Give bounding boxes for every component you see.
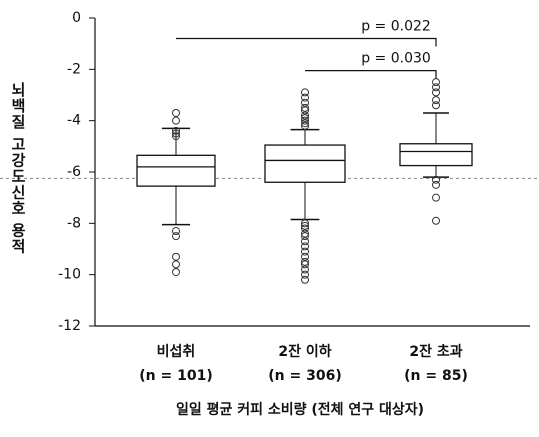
y-tick-label: -10 [58,267,81,283]
outlier [301,247,309,256]
outlier [172,126,180,135]
outlier [301,265,309,274]
outlier [301,260,309,269]
outlier [301,88,309,97]
outlier [432,216,440,225]
outlier [172,129,180,138]
x-tick-sublabel: (n = 101) [139,368,212,384]
x-tick-label: 비섭취 [157,344,196,360]
outlier [301,219,309,228]
outlier [432,180,440,189]
outlier [301,257,309,266]
x-tick-sublabel: (n = 306) [268,368,341,384]
outlier [301,270,309,279]
box [136,154,216,187]
y-tick-label: -8 [67,215,81,231]
outlier [432,175,440,184]
x-axis-label: 일일 평균 커피 소비량 (전체 연구 대상자) [176,401,424,418]
x-tick-label: 2잔 초과 [409,343,462,360]
outlier [301,114,309,123]
outlier [301,93,309,102]
outlier [172,252,180,261]
outlier [172,260,180,269]
outlier [301,111,309,120]
y-tick-label: -4 [67,113,81,129]
outlier [432,83,440,92]
outlier [172,108,180,117]
outlier [172,132,180,141]
outlier [301,232,309,241]
outlier [301,119,309,128]
y-tick-label: 0 [72,10,81,26]
outlier [172,227,180,236]
outlier [301,221,309,230]
y-tick-label: -12 [58,318,81,334]
y-axis-label: 뇌백질 고강도신호 용적 [9,82,27,255]
outlier [301,229,309,238]
outlier [432,101,440,110]
outlier [432,193,440,202]
outlier [301,224,309,233]
significance-bracket [305,70,437,79]
outlier [172,268,180,277]
outlier [301,252,309,261]
outlier [301,275,309,284]
y-tick-label: -2 [67,61,81,77]
outlier [172,116,180,125]
outlier [301,242,309,251]
outlier [301,116,309,125]
outlier [432,96,440,105]
box [399,143,473,167]
p-value-label: p = 0.022 [361,19,431,35]
outlier [301,237,309,246]
outlier [301,106,309,115]
outlier [301,98,309,107]
outlier [432,88,440,97]
y-tick-label: -6 [67,164,81,180]
x-tick-sublabel: (n = 85) [404,368,468,384]
box [264,144,346,183]
outlier [172,232,180,241]
significance-bracket [176,37,437,47]
x-tick-label: 2잔 이하 [278,343,331,360]
outlier [301,121,309,130]
outlier [301,103,309,112]
p-value-label: p = 0.030 [361,51,431,67]
outlier [432,78,440,87]
